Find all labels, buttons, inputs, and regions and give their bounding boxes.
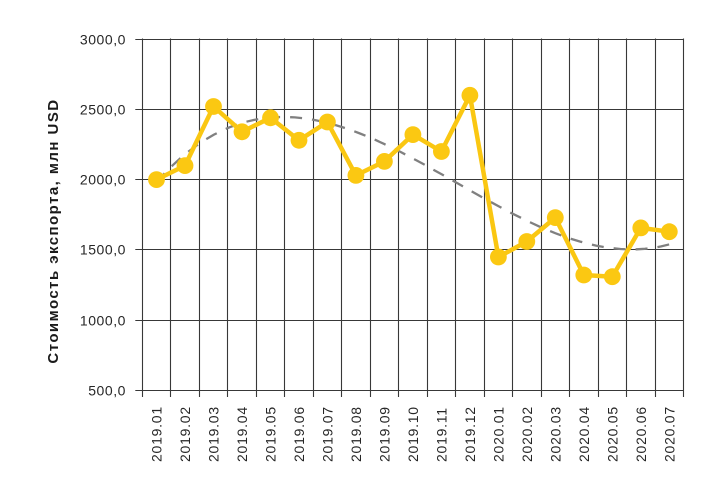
svg-text:2020.04: 2020.04	[576, 406, 592, 462]
svg-text:2019.04: 2019.04	[234, 406, 250, 462]
svg-text:2019.10: 2019.10	[405, 406, 421, 462]
svg-text:2019.12: 2019.12	[462, 406, 478, 462]
svg-text:500,0: 500,0	[88, 382, 126, 398]
svg-text:2020.03: 2020.03	[547, 406, 563, 462]
svg-text:2019.03: 2019.03	[206, 406, 222, 462]
svg-text:2019.06: 2019.06	[291, 406, 307, 462]
svg-text:2019.07: 2019.07	[319, 406, 335, 462]
svg-text:2019.01: 2019.01	[149, 406, 165, 462]
svg-text:2020.07: 2020.07	[661, 406, 677, 462]
svg-text:2019.05: 2019.05	[263, 406, 279, 462]
svg-text:1500,0: 1500,0	[80, 241, 126, 257]
svg-text:2020.05: 2020.05	[604, 406, 620, 462]
svg-text:2000,0: 2000,0	[80, 171, 126, 187]
svg-text:2019.02: 2019.02	[177, 406, 193, 462]
svg-text:Стоимость экспорта, млн USD: Стоимость экспорта, млн USD	[45, 98, 62, 363]
svg-text:2019.11: 2019.11	[433, 407, 449, 462]
svg-text:2020.01: 2020.01	[490, 406, 506, 462]
svg-text:2019.08: 2019.08	[348, 406, 364, 462]
svg-text:3000,0: 3000,0	[80, 31, 126, 47]
svg-text:2500,0: 2500,0	[80, 101, 126, 117]
svg-text:2020.06: 2020.06	[633, 406, 649, 462]
svg-text:2019.09: 2019.09	[376, 406, 392, 462]
svg-text:1000,0: 1000,0	[80, 312, 126, 328]
svg-text:2020.02: 2020.02	[519, 406, 535, 462]
